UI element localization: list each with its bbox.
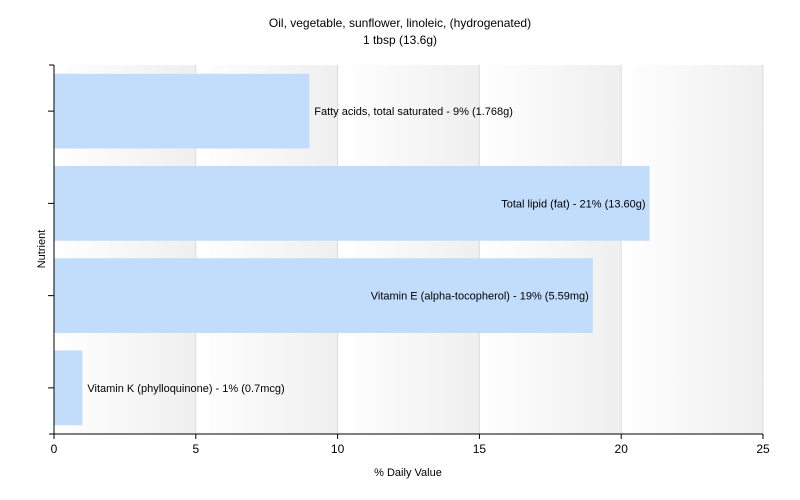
bar [54, 350, 83, 426]
plot-band [479, 65, 622, 434]
axes [48, 64, 764, 439]
x-tick-label: 0 [51, 442, 58, 456]
x-axis-title: % Daily Value [374, 467, 442, 479]
y-axis-title: Nutrient [36, 230, 48, 269]
x-tick-label: 25 [756, 442, 770, 456]
bar [54, 73, 310, 149]
x-tick-label: 20 [615, 442, 629, 456]
x-tick-label: 15 [473, 442, 487, 456]
bar-label: Vitamin E (alpha-tocopherol) - 19% (5.59… [371, 291, 589, 303]
bar [54, 166, 650, 241]
gridlines [195, 65, 764, 434]
bar-labels: Fatty acids, total saturated - 9% (1.768… [87, 106, 645, 395]
x-tick-label: 10 [331, 442, 345, 456]
bar-label: Total lipid (fat) - 21% (13.60g) [501, 198, 645, 210]
x-tick-labels: 0 5 10 15 20 25 [51, 442, 770, 456]
chart-title: Oil, vegetable, sunflower, linoleic, (hy… [269, 16, 531, 30]
chart-subtitle: 1 tbsp (13.6g) [363, 33, 437, 47]
bar-label: Fatty acids, total saturated - 9% (1.768… [314, 106, 513, 118]
plot-band [621, 65, 763, 434]
plot-band [337, 65, 480, 434]
bars [54, 73, 650, 426]
plot-background [54, 65, 763, 434]
bar [54, 258, 593, 333]
bar-label: Vitamin K (phylloquinone) - 1% (0.7mcg) [87, 383, 284, 395]
x-tick-label: 5 [192, 442, 199, 456]
